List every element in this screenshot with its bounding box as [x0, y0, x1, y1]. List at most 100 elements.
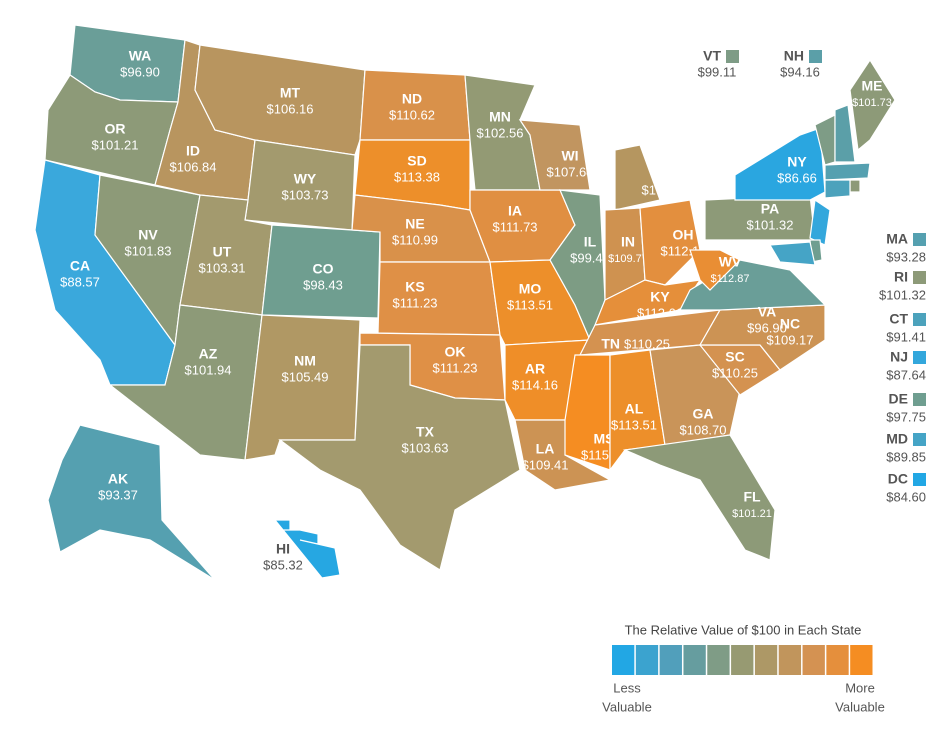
state-name: TX — [416, 424, 435, 440]
state-name: RI — [894, 269, 908, 285]
state-name: WY — [294, 171, 317, 187]
state-name: CO — [313, 261, 334, 277]
state-name: NH — [784, 48, 804, 64]
state-value: $111.73 — [492, 219, 537, 234]
state-value: $86.66 — [777, 170, 817, 185]
state-swatch — [913, 351, 926, 364]
legend-low: Valuable — [602, 699, 652, 714]
state-name: NV — [138, 227, 158, 243]
state-name: AZ — [199, 346, 218, 362]
state-value: $91.41 — [886, 329, 926, 344]
legend-low: Less — [613, 680, 641, 695]
state-name: DE — [889, 391, 908, 407]
state-shape — [564, 354, 611, 471]
state-value: $107.64 — [547, 164, 594, 179]
legend-swatch — [659, 645, 682, 675]
state-value: $85.32 — [263, 557, 303, 572]
state-shape — [734, 127, 826, 201]
state-name: NE — [405, 216, 424, 232]
state-name: ID — [186, 143, 200, 159]
state-value: $88.57 — [60, 274, 100, 289]
state-name: MT — [280, 85, 301, 101]
state-name: VT — [703, 48, 721, 64]
state-name: AK — [108, 471, 128, 487]
state-value: $110.25 — [624, 336, 670, 351]
state-name: DC — [888, 471, 908, 487]
state-shape — [273, 519, 341, 579]
state-swatch — [809, 50, 822, 63]
state-name: VA — [758, 304, 776, 320]
state-swatch — [913, 393, 926, 406]
state-name: OR — [105, 121, 126, 137]
state-name: MA — [886, 231, 908, 247]
legend-high: Valuable — [835, 699, 885, 714]
state-shape — [244, 139, 356, 231]
state-value: $89.85 — [886, 449, 926, 464]
state-name: OH — [673, 227, 694, 243]
state-value: $111.23 — [432, 360, 477, 375]
state-name: TN — [601, 336, 620, 352]
state-shape — [278, 344, 521, 571]
state-name: WA — [129, 48, 152, 64]
state-shape — [849, 179, 861, 193]
state-value: $101.32 — [747, 217, 794, 232]
state-name: AR — [525, 361, 545, 377]
state-name: GA — [693, 406, 714, 422]
state-value: $94.16 — [780, 64, 820, 79]
state-name: MD — [886, 431, 908, 447]
state-value: $110.99 — [392, 232, 438, 247]
state-name: SD — [407, 153, 426, 169]
legend-swatch — [707, 645, 730, 675]
state-name: CT — [889, 311, 908, 327]
state-value: $93.37 — [98, 487, 138, 502]
state-shape — [824, 179, 851, 199]
state-value: $87.64 — [886, 367, 926, 382]
state-value: $101.73 — [852, 97, 892, 109]
legend-swatch — [778, 645, 802, 675]
state-value: $99.11 — [698, 64, 737, 79]
state-name: WI — [561, 148, 578, 164]
state-name: LA — [536, 441, 555, 457]
state-name: KY — [650, 289, 670, 305]
state-name: HI — [276, 541, 290, 557]
state-value: $97.75 — [886, 409, 926, 424]
legend-swatch — [802, 645, 825, 675]
state-value: $96.90 — [120, 64, 160, 79]
state-shape — [614, 144, 661, 211]
state-name: IA — [508, 203, 522, 219]
state-value: $108.70 — [680, 422, 727, 437]
state-shape — [244, 314, 361, 461]
state-shape — [834, 104, 856, 163]
legend-swatch — [683, 645, 706, 675]
state-swatch — [913, 271, 926, 284]
state-swatch — [726, 50, 739, 63]
state-name: NC — [780, 316, 800, 332]
legend-swatch — [635, 645, 659, 675]
state-name: AL — [625, 401, 644, 417]
state-name: UT — [213, 244, 232, 260]
state-value: $113.51 — [611, 417, 657, 432]
state-value: $102.56 — [477, 125, 524, 140]
state-value: $106.84 — [170, 159, 217, 174]
state-name: MN — [489, 109, 511, 125]
state-shape — [768, 241, 816, 266]
state-swatch — [913, 473, 926, 486]
state-value: $103.73 — [282, 187, 329, 202]
state-swatch — [913, 233, 926, 246]
state-value: $110.25 — [712, 365, 758, 380]
state-name: MI — [657, 166, 673, 182]
state-value: $113.38 — [394, 169, 440, 184]
state-value: $109.77 — [608, 253, 648, 265]
legend-high: More — [845, 680, 875, 695]
state-value: $101.21 — [732, 508, 772, 520]
state-name: CA — [70, 258, 90, 274]
state-value: $111.23 — [392, 295, 437, 310]
state-value: $99.40 — [570, 250, 610, 265]
legend-swatch — [850, 645, 873, 675]
state-value: $101.94 — [185, 362, 232, 377]
state-value: $101.32 — [879, 287, 926, 302]
state-value: $105.93 — [642, 182, 689, 197]
state-value: $112.87 — [711, 273, 750, 285]
state-shape — [689, 249, 742, 291]
